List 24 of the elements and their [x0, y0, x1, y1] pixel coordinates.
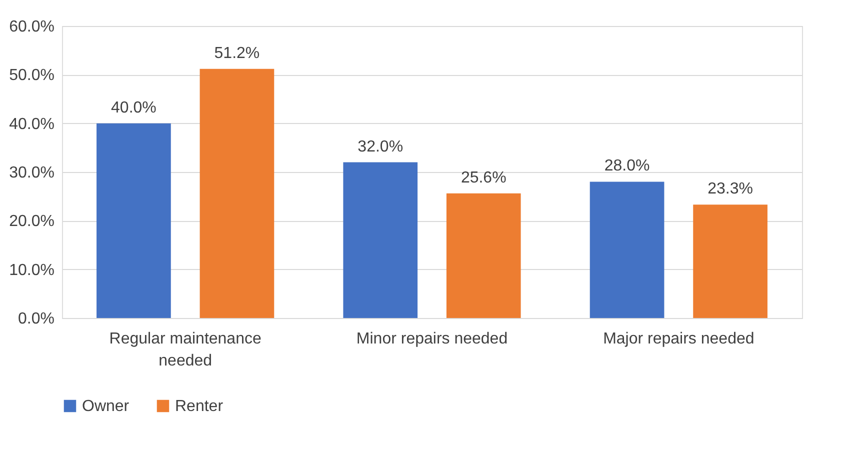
y-tick-label: 60.0% — [9, 18, 54, 36]
bar — [590, 182, 664, 318]
x-tick-label: Major repairs needed — [603, 330, 754, 348]
y-tick-label: 30.0% — [9, 164, 54, 182]
bar — [200, 68, 274, 318]
legend-label: Renter — [175, 398, 224, 415]
y-tick-label: 0.0% — [18, 310, 54, 328]
bar — [693, 204, 768, 318]
bar — [446, 193, 521, 318]
data-label: 23.3% — [708, 180, 753, 198]
bar — [343, 162, 418, 318]
data-label: 25.6% — [460, 169, 506, 186]
y-tick-label: 20.0% — [9, 213, 54, 230]
data-label: 32.0% — [358, 138, 404, 156]
legend-label: Owner — [82, 398, 130, 415]
x-tick-label: Regular maintenance needed — [109, 330, 262, 370]
y-tick-label: 10.0% — [9, 262, 54, 279]
data-label: 28.0% — [604, 158, 650, 175]
y-tick-label: 50.0% — [9, 67, 54, 84]
data-label: 51.2% — [214, 44, 260, 62]
x-tick-label: Minor repairs needed — [356, 330, 508, 348]
bar — [96, 123, 171, 318]
y-tick-label: 40.0% — [9, 116, 54, 133]
data-label: 40.0% — [111, 99, 156, 116]
